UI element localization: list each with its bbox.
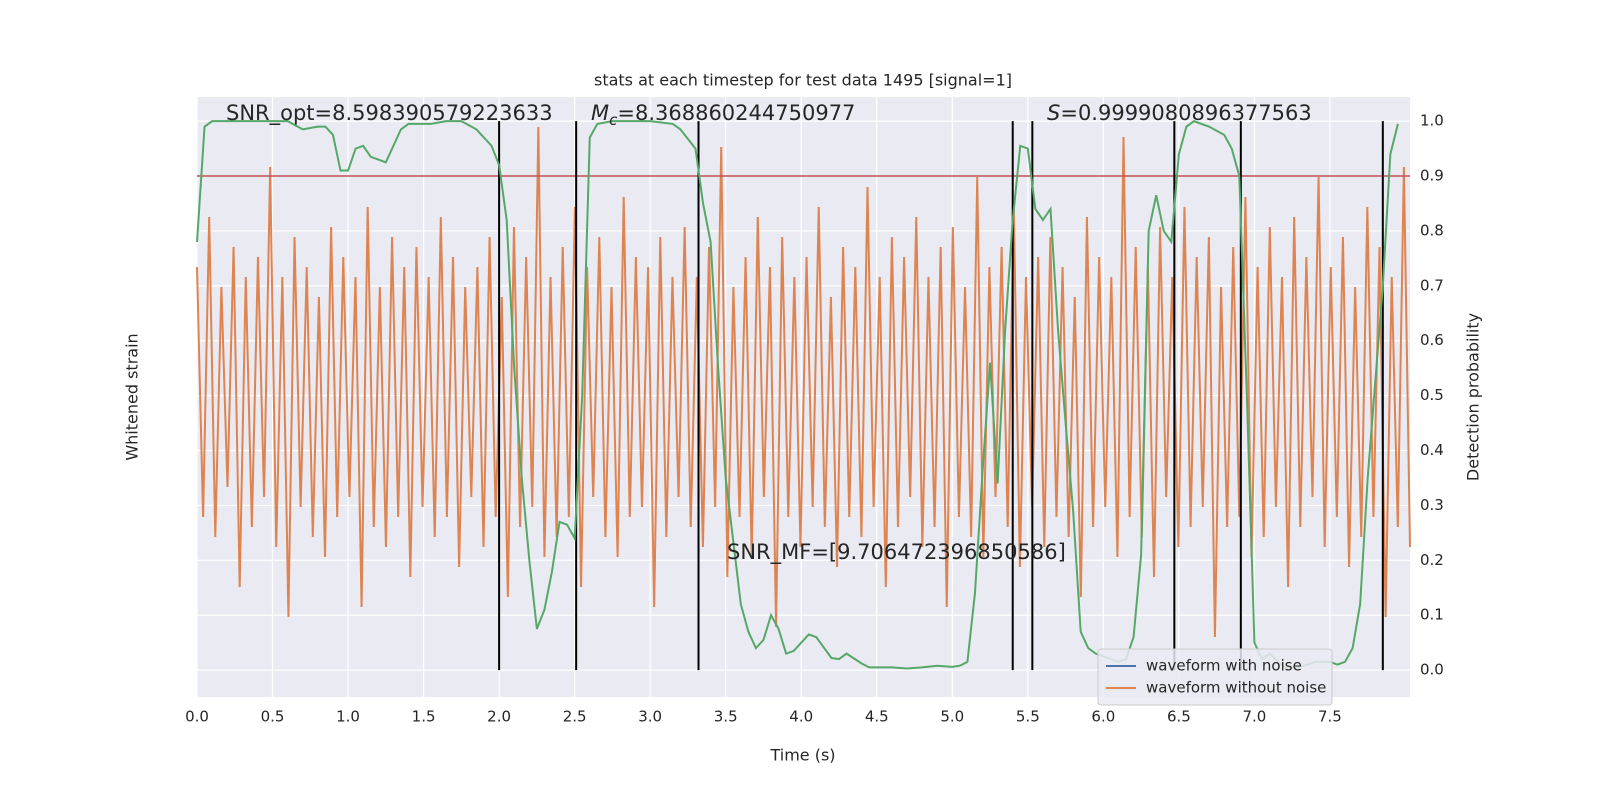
chart-title: stats at each timestep for test data 149… [594,71,1012,90]
x-tick-label: 6.5 [1167,708,1191,726]
annotation: Mc=8.368860244750977 [591,101,855,129]
annotation: SNR_opt=8.598390579223633 [226,101,553,126]
y2-tick-label: 1.0 [1420,112,1444,130]
annotation-part: c [609,111,618,129]
series-line [196,120,1399,670]
x-tick-label: 5.0 [940,708,964,726]
x-tick-label: 1.5 [412,708,436,726]
y2-tick-label: 0.3 [1420,496,1444,514]
y2-tick-label: 0.7 [1420,276,1444,294]
x-tick-label: 1.0 [336,708,360,726]
annotation-part: =0.9999080896377563 [1060,101,1311,125]
x-tick-label: 4.0 [789,708,813,726]
legend-label: waveform without noise [1146,679,1326,697]
y-axis-label: Whitened strain [123,333,142,460]
y2-tick-label: 0.9 [1420,167,1444,185]
x-tick-label: 4.5 [865,708,889,726]
x-tick-label: 6.0 [1091,708,1115,726]
annotation-part: SNR_opt=8.598390579223633 [226,101,553,126]
annotation-part: S [1047,101,1060,125]
x-tick-label: 3.0 [638,708,662,726]
x-tick-label: 5.5 [1016,708,1040,726]
annotation-part: M [591,101,609,125]
x-tick-label: 2.0 [487,708,511,726]
x-tick-label: 7.5 [1318,708,1342,726]
x-tick-label: 7.0 [1242,708,1266,726]
x-tick-label: 0.0 [185,708,209,726]
y2-tick-label: 0.8 [1420,221,1444,239]
y2-tick-label: 0.4 [1420,441,1444,459]
y2-tick-label: 0.5 [1420,386,1444,404]
series-line [196,126,1411,638]
legend-label: waveform with noise [1146,657,1302,675]
annotation-part: SNR_MF=[9.706472396850586] [727,540,1066,565]
y2-tick-label: 0.0 [1420,661,1444,679]
y2-tick-label: 0.6 [1420,331,1444,349]
x-tick-label: 2.5 [563,708,587,726]
legend-box [1097,648,1333,706]
annotation: S=0.9999080896377563 [1047,101,1312,125]
annotation-part: =8.368860244750977 [617,101,855,125]
y2-tick-label: 0.1 [1420,606,1444,624]
y2-axis-label: Detection probability [1464,313,1483,481]
x-tick-label: 3.5 [714,708,738,726]
marks [196,120,1411,671]
x-tick-label: 0.5 [261,708,285,726]
annotation: SNR_MF=[9.706472396850586] [727,540,1066,565]
x-axis-label: Time (s) [769,746,835,765]
y2-tick-label: 0.2 [1420,551,1444,569]
